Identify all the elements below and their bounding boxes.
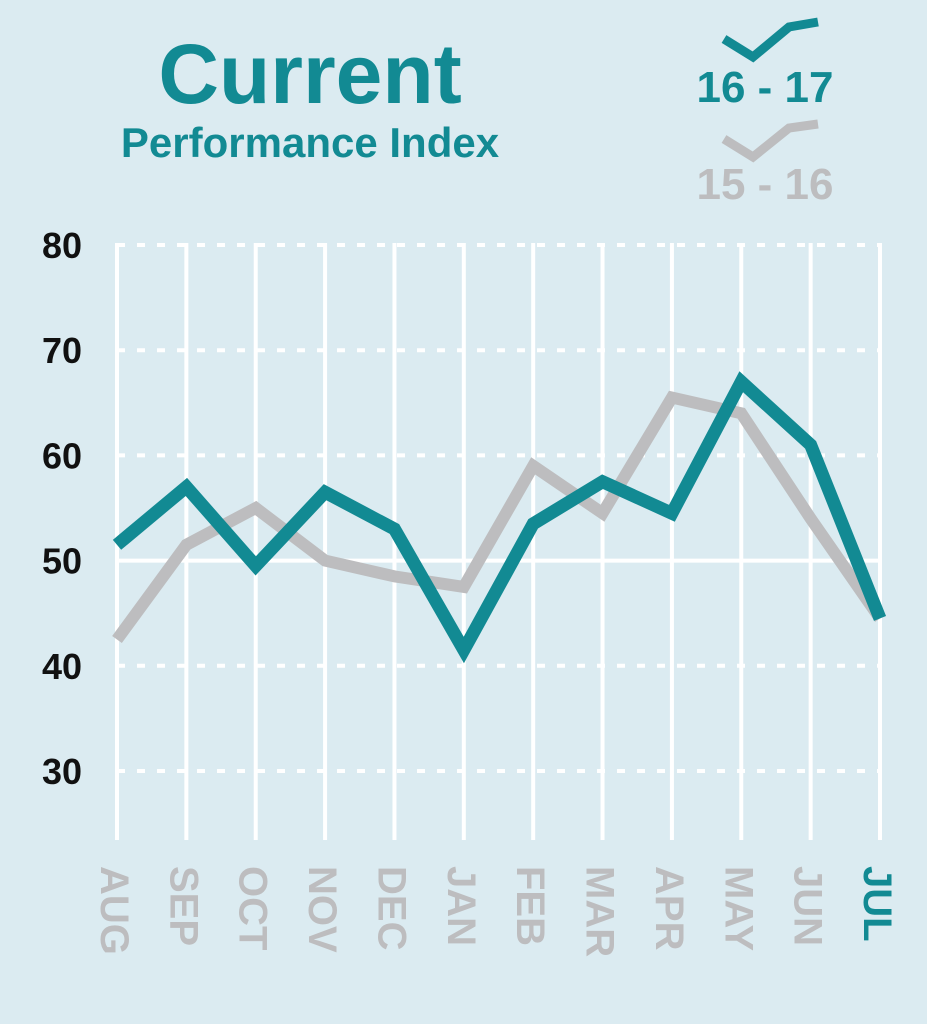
x-tick-label-dec: DEC [369,866,413,950]
x-tick-label-jun: JUN [786,866,830,946]
x-tick-label-sep: SEP [161,866,205,946]
x-tick-label-nov: NOV [300,866,344,953]
legend-previous-icon [721,119,819,163]
legend-current-icon [721,17,819,63]
x-tick-label-mar: MAR [578,866,622,957]
y-tick-label-70: 70 [42,330,82,371]
y-tick-label-80: 80 [42,225,82,266]
series-line-current [112,371,887,664]
y-tick-label-50: 50 [42,541,82,582]
chart-title: Current [158,27,461,121]
y-tick-label-30: 30 [42,751,82,792]
y-tick-label-60: 60 [42,435,82,476]
series-line-previous [112,390,885,644]
x-tick-label-jul: JUL [855,866,899,942]
legend-previous-label: 15 - 16 [697,160,834,209]
y-tick-label-40: 40 [42,646,82,687]
x-tick-label-may: MAY [716,866,760,952]
x-tick-label-aug: AUG [92,866,136,955]
chart-subtitle: Performance Index [121,119,500,166]
x-tick-label-oct: OCT [231,866,275,950]
x-tick-label-apr: APR [647,866,691,951]
x-tick-label-jan: JAN [439,866,483,946]
legend-current-label: 16 - 17 [697,63,834,112]
x-tick-label-feb: FEB [508,866,552,946]
